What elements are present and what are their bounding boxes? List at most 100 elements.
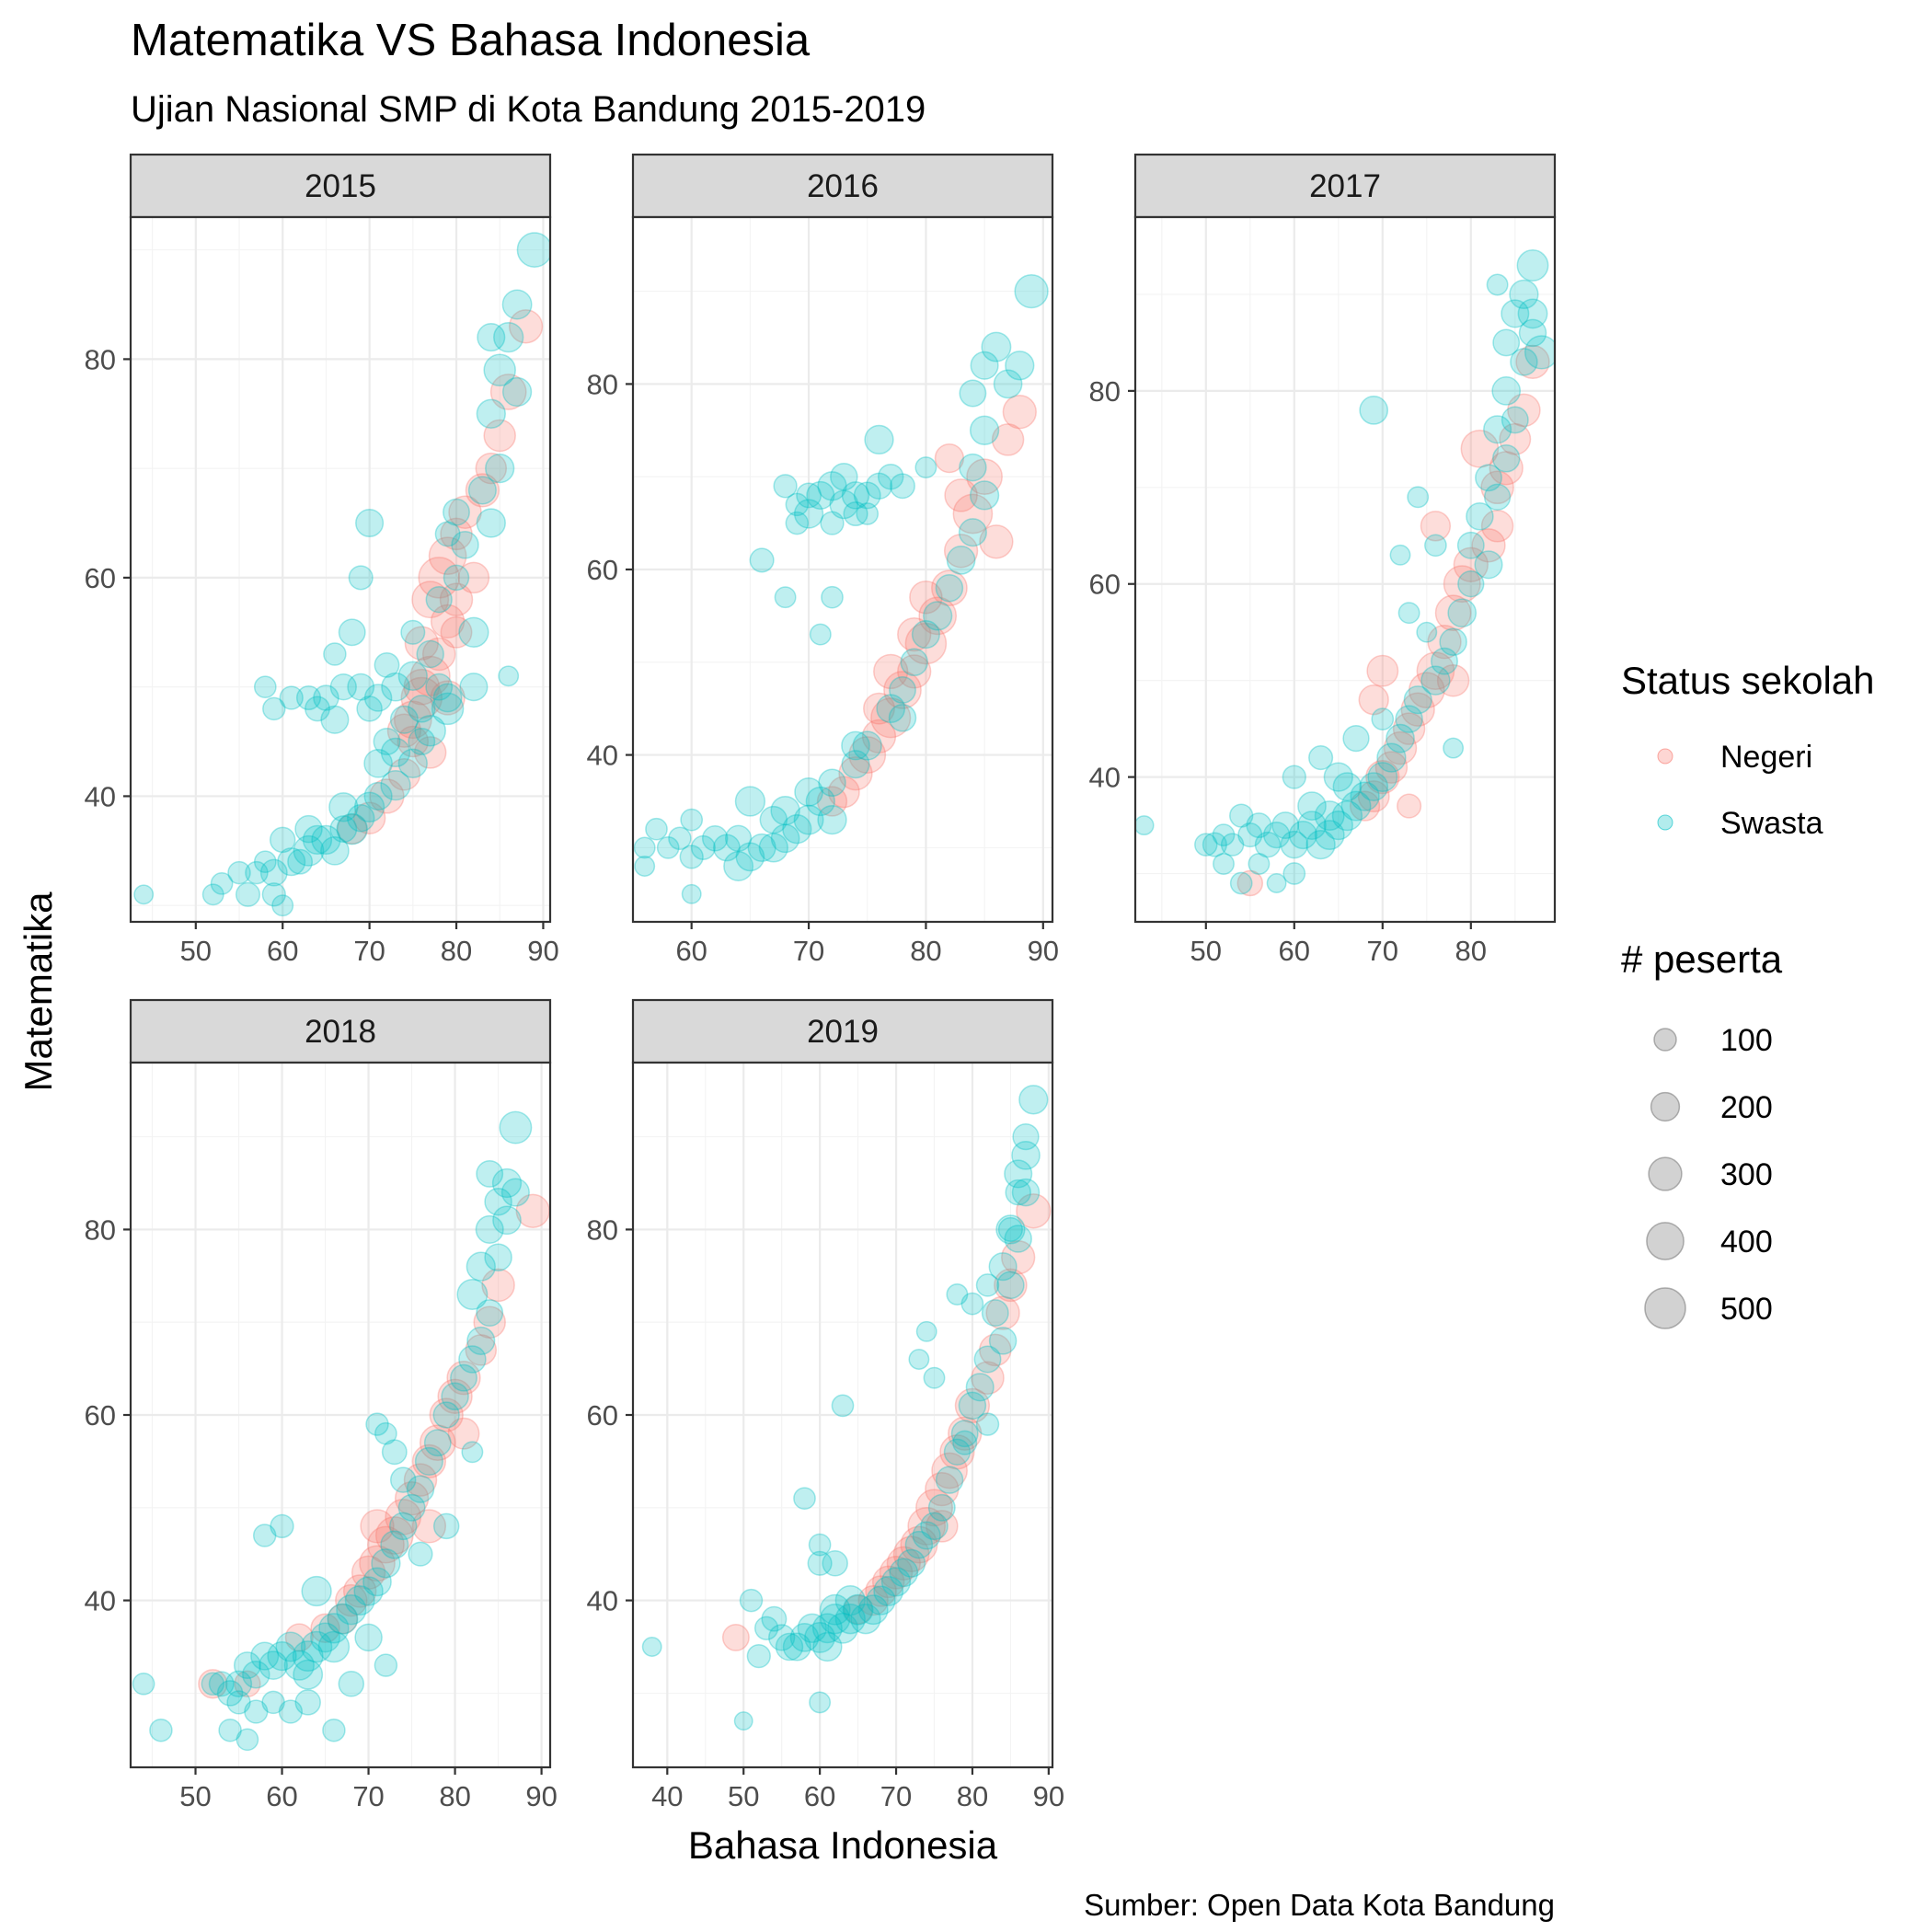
point-swasta [416,639,444,669]
point-swasta [633,836,656,859]
points-layer [633,273,1049,904]
point-swasta [890,473,915,500]
point-swasta [356,696,383,722]
point-swasta [1314,820,1345,851]
point-negeri [448,495,482,529]
point-negeri [430,604,466,639]
point-swasta [389,705,419,734]
point-swasta [950,1420,979,1448]
point-negeri [1365,759,1400,795]
facet-strip [129,998,552,1064]
point-swasta [753,1616,779,1640]
point-swasta [1403,685,1432,715]
point-swasta [329,673,357,701]
facet-strip-label: 2017 [1309,168,1381,204]
point-swasta [301,1575,332,1607]
facet-strip [631,998,1054,1064]
x-tick-label: 90 [527,935,558,967]
y-tick-label: 80 [85,1213,116,1246]
point-swasta [336,812,368,845]
point-swasta [275,1631,306,1662]
point-swasta [806,480,835,510]
point-negeri [865,1575,897,1607]
facet-strip [1133,153,1557,219]
point-negeri [409,655,451,696]
point-swasta [414,1446,443,1476]
point-swasta [1386,723,1415,753]
point-negeri [403,668,441,706]
point-swasta [1005,1179,1031,1206]
point-swasta [952,1430,978,1455]
point-swasta [782,1632,811,1662]
point-negeri [386,713,422,748]
point-swasta [292,1640,324,1673]
point-negeri [1357,780,1390,813]
point-swasta [880,1567,912,1597]
point-negeri [931,569,968,607]
point-swasta [1359,396,1389,425]
point-swasta [1492,328,1521,357]
point-swasta [864,424,894,455]
chart-title: Matematika VS Bahasa Indonesia [131,16,811,65]
point-swasta [476,398,506,429]
point-swasta [1517,298,1548,329]
legend-size-key [1650,1091,1681,1122]
point-negeri [909,580,943,615]
point-swasta [283,1650,315,1681]
point-swasta [1491,444,1521,473]
legend-label: 400 [1720,1225,1773,1259]
point-swasta [768,1624,796,1651]
point-swasta [475,1214,504,1244]
point-negeri [952,493,994,535]
point-negeri [848,736,887,775]
point-swasta [969,480,1000,511]
point-swasta [1439,627,1467,656]
point-swasta [381,1439,408,1466]
point-swasta [809,1691,832,1714]
point-swasta [218,1718,242,1742]
point-negeri [337,813,368,845]
legend-label: 300 [1720,1157,1773,1192]
point-swasta [1213,853,1235,875]
point-swasta [641,1637,662,1657]
point-swasta [1220,833,1245,857]
point-swasta [1323,762,1353,792]
point-swasta [320,705,350,734]
panel-border [631,1061,1054,1769]
point-swasta [912,1521,941,1550]
point-swasta [397,1493,426,1522]
point-swasta [915,1320,937,1342]
point-swasta [988,1327,1018,1355]
legend-size-key [1653,1028,1677,1052]
point-swasta [960,1292,984,1316]
point-swasta [897,1548,926,1578]
panel-background [131,217,550,922]
point-swasta [746,1643,771,1669]
point-swasta [900,648,928,677]
point-swasta [1280,830,1309,859]
point-swasta [259,858,288,887]
point-negeri [1434,594,1472,632]
point-swasta [904,1530,934,1559]
y-tick-label: 80 [587,368,618,400]
panel-border [129,215,552,924]
point-swasta [785,511,810,535]
point-swasta [794,777,823,807]
point-swasta [959,379,987,408]
legend-size-key [1644,1287,1686,1329]
point-swasta [443,564,470,592]
point-swasta [981,331,1012,362]
point-swasta [432,1401,460,1429]
point-swasta [432,1512,460,1540]
point-swasta [1266,873,1287,893]
point-swasta [362,1567,392,1597]
y-tick-label: 60 [587,1399,618,1432]
point-swasta [927,1493,956,1522]
facet-strip [129,153,552,219]
point-negeri [351,1555,386,1590]
point-negeri [857,1584,889,1616]
point-swasta [443,498,470,526]
point-negeri [440,615,473,649]
point-swasta [1012,1122,1040,1151]
point-swasta [911,620,940,650]
